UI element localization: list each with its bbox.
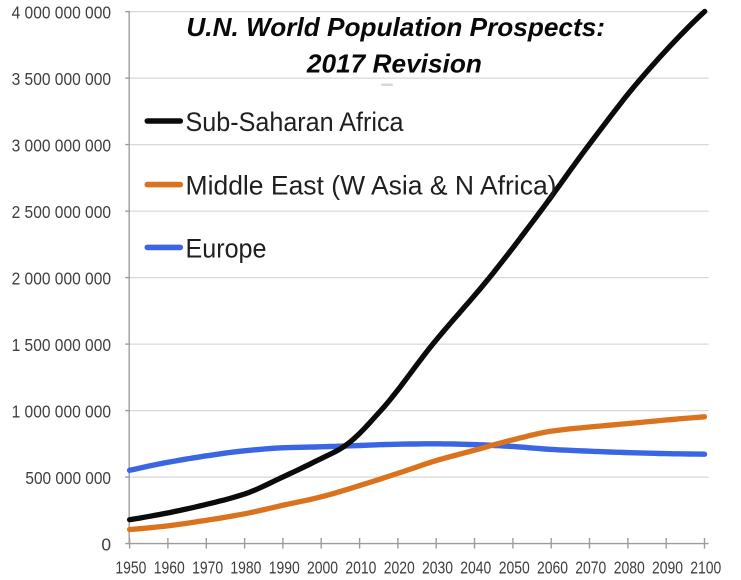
svg-text:2100: 2100: [690, 557, 721, 577]
svg-text:2050: 2050: [499, 557, 530, 577]
svg-text:2070: 2070: [575, 557, 606, 577]
svg-text:1990: 1990: [269, 557, 300, 577]
svg-text:1980: 1980: [230, 557, 261, 577]
svg-text:2000: 2000: [307, 557, 338, 577]
svg-text:2090: 2090: [652, 557, 683, 577]
svg-text:1950: 1950: [115, 557, 146, 577]
svg-text:2040: 2040: [460, 557, 491, 577]
svg-text:2080: 2080: [614, 557, 645, 577]
svg-text:3 000 000 000: 3 000 000 000: [12, 136, 111, 156]
svg-text:500 000 000: 500 000 000: [25, 468, 111, 488]
svg-text:U.N. World Population Prospect: U.N. World Population Prospects:: [186, 12, 605, 42]
svg-text:2010: 2010: [345, 557, 376, 577]
svg-text:1 000 000 000: 1 000 000 000: [12, 402, 111, 422]
svg-text:2 500 000 000: 2 500 000 000: [12, 202, 111, 222]
svg-text:3 500 000 000: 3 500 000 000: [12, 69, 111, 89]
svg-text:2017 Revision: 2017 Revision: [306, 48, 482, 78]
svg-text:2060: 2060: [537, 557, 568, 577]
svg-text:2 000 000 000: 2 000 000 000: [12, 269, 111, 289]
svg-text:1970: 1970: [192, 557, 223, 577]
svg-text:1960: 1960: [154, 557, 185, 577]
svg-text:2020: 2020: [384, 557, 415, 577]
svg-text:Middle East (W Asia & N Africa: Middle East (W Asia & N Africa): [186, 171, 557, 201]
svg-text:Europe: Europe: [186, 233, 267, 263]
svg-text:4 000 000 000: 4 000 000 000: [12, 3, 111, 23]
svg-text:Sub-Saharan Africa: Sub-Saharan Africa: [186, 107, 405, 137]
svg-text:2030: 2030: [422, 557, 453, 577]
svg-text:0: 0: [101, 535, 111, 555]
svg-text:1 500 000 000: 1 500 000 000: [12, 335, 111, 355]
